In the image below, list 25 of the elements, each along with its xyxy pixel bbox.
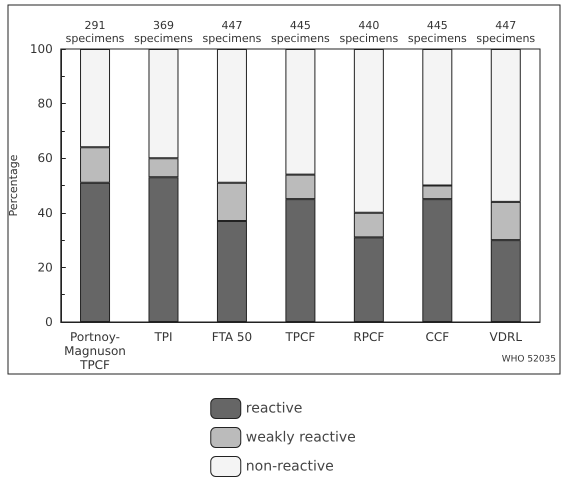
annotation: 440 specimens [339, 19, 399, 45]
x-tick-label: RPCF [353, 330, 384, 344]
annotation: 291 specimens [66, 19, 125, 45]
y-tick-label: 100 [30, 42, 53, 56]
legend-label: reactive [246, 400, 302, 416]
text: WHO 52035 [502, 354, 556, 364]
annotation: 447 specimens [202, 19, 262, 45]
y-tick-label: 40 [38, 206, 53, 220]
y-tick-label: 0 [45, 315, 53, 329]
annotation: 369 specimens [134, 19, 194, 45]
annotation: 447 specimens [476, 19, 536, 45]
x-tick-label: VDRL [490, 330, 522, 344]
x-tick-label: TPI [153, 330, 173, 344]
x-tick-label: TPCF [284, 330, 316, 344]
x-tick-label: FTA 50 [212, 330, 252, 344]
annotation: 445 specimens [408, 19, 467, 45]
y-tick-label: 80 [38, 96, 53, 111]
annotation: 445 specimens [271, 19, 330, 45]
y-tick-label: 20 [38, 260, 53, 274]
x-tick-label: CCF [425, 330, 450, 344]
legend-label: weakly reactive [246, 430, 356, 446]
x-tick-label: Portnoy- Magnuson TPCF [64, 330, 126, 372]
y-tick-label: 60 [38, 151, 53, 166]
y-axis-title: Percentage [7, 154, 20, 216]
legend-label: non-reactive [246, 458, 334, 474]
